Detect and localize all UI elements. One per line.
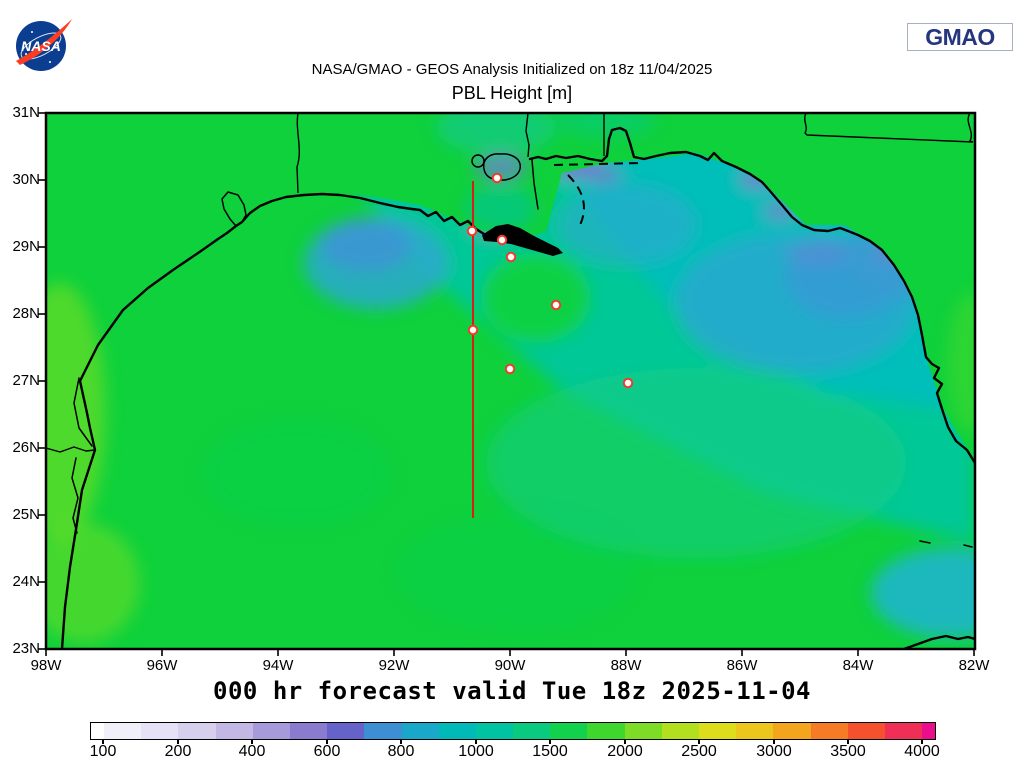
- lon-label: 90W: [494, 657, 526, 674]
- colorbar-label: 3500: [830, 743, 866, 760]
- colorbar: [90, 722, 936, 740]
- colorbar-segment: [699, 723, 737, 739]
- colorbar-segment: [327, 723, 365, 739]
- lon-label: 92W: [378, 657, 410, 674]
- lon-label: 86W: [726, 657, 758, 674]
- colorbar-segment: [91, 723, 105, 739]
- colorbar-tick: [549, 739, 551, 744]
- colorbar-tick: [177, 739, 179, 744]
- station-dot: [622, 377, 634, 389]
- colorbar-segment: [401, 723, 439, 739]
- colorbar-segment: [922, 723, 936, 739]
- longitude-ticks: [45, 649, 975, 656]
- colorbar-label: 2500: [681, 743, 717, 760]
- colorbar-segment: [252, 723, 290, 739]
- lon-label: 88W: [610, 657, 642, 674]
- station-dot: [504, 363, 516, 375]
- colorbar-segment: [661, 723, 700, 739]
- station-dot: [505, 251, 517, 263]
- colorbar-segment: [104, 723, 142, 739]
- station-markers: [466, 172, 634, 389]
- nasa-logo-text: NASA: [21, 38, 61, 54]
- lat-label: 27N: [12, 372, 40, 389]
- colorbar-segment: [587, 723, 625, 739]
- colorbar-tick: [475, 739, 477, 744]
- lat-label: 31N: [12, 104, 40, 121]
- colorbar-label: 4000: [904, 743, 940, 760]
- colorbar-segment: [438, 723, 476, 739]
- station-dot: [550, 299, 562, 311]
- colorbar-segment: [773, 723, 811, 739]
- colorbar-label: 400: [238, 743, 266, 760]
- coastlines: [46, 113, 975, 649]
- colorbar-segment: [141, 723, 179, 739]
- variable-title: PBL Height [m]: [451, 83, 573, 103]
- colorbar-segment: [810, 723, 848, 739]
- forecast-valid-label: 000 hr forecast valid Tue 18z 2025-11-04: [213, 677, 811, 705]
- station-dot: [491, 172, 503, 184]
- lon-label: 94W: [262, 657, 294, 674]
- pbl-field: [46, 113, 975, 649]
- colorbar-tick: [102, 739, 104, 744]
- colorbar-segment: [847, 723, 885, 739]
- lat-label: 29N: [12, 238, 40, 255]
- colorbar-label: 200: [164, 743, 192, 760]
- lon-label: 84W: [842, 657, 874, 674]
- colorbar-tick: [698, 739, 700, 744]
- gmao-logo: GMAO: [907, 23, 1013, 51]
- colorbar-tick: [400, 739, 402, 744]
- colorbar-segment: [550, 723, 588, 739]
- map-canvas: [38, 111, 977, 656]
- lat-label: 23N: [12, 640, 40, 657]
- colorbar-label: 1000: [458, 743, 494, 760]
- colorbar-segment: [475, 723, 514, 739]
- lat-label: 28N: [12, 305, 40, 322]
- colorbar-segment: [289, 723, 328, 739]
- lat-label: 26N: [12, 439, 40, 456]
- colorbar-label: 800: [387, 743, 415, 760]
- colorbar-label: 3000: [756, 743, 792, 760]
- colorbar-segment: [364, 723, 402, 739]
- station-dot: [466, 225, 478, 237]
- colorbar-label: 1500: [532, 743, 568, 760]
- station-dot: [496, 234, 508, 246]
- lat-label: 25N: [12, 506, 40, 523]
- station-dot: [467, 324, 479, 336]
- colorbar-segment: [215, 723, 253, 739]
- colorbar-tick: [326, 739, 328, 744]
- colorbar-segment: [736, 723, 774, 739]
- nasa-logo: NASA: [16, 19, 72, 71]
- nasa-logo-swoosh: [16, 19, 72, 65]
- colorbar-segment: [884, 723, 923, 739]
- colorbar-tick: [624, 739, 626, 744]
- lon-label: 82W: [958, 657, 990, 674]
- colorbar-tick: [847, 739, 849, 744]
- lon-label: 96W: [146, 657, 178, 674]
- colorbar-tick: [921, 739, 923, 744]
- colorbar-label: 600: [313, 743, 341, 760]
- colorbar-tick: [251, 739, 253, 744]
- lat-label: 30N: [12, 171, 40, 188]
- lon-label: 98W: [30, 657, 62, 674]
- colorbar-segment: [178, 723, 216, 739]
- analysis-title: NASA/GMAO - GEOS Analysis Initialized on…: [311, 61, 713, 78]
- colorbar-segment: [624, 723, 662, 739]
- colorbar-label: 2000: [607, 743, 643, 760]
- colorbar-segment: [513, 723, 551, 739]
- colorbar-tick: [773, 739, 775, 744]
- latitude-ticks: [38, 112, 46, 650]
- colorbar-label: 100: [89, 743, 117, 760]
- lat-label: 24N: [12, 573, 40, 590]
